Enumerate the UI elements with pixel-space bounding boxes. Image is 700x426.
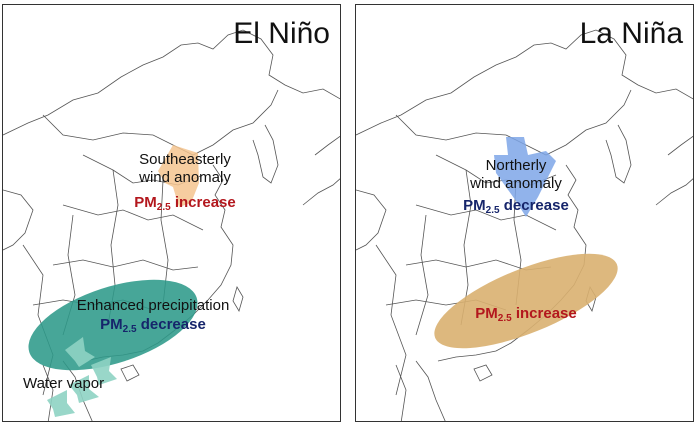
northerly-wind-arrow-icon [494,137,556,217]
pm-prefix: PM [134,194,157,211]
wind-label-line2: wind anomaly [470,175,562,192]
decrease-text: decrease [136,316,206,333]
pm-subscript: 2.5 [156,202,171,213]
pm-prefix: PM [100,316,123,333]
pm-subscript: 2.5 [122,324,137,335]
wind-label-line1: Northerly [485,157,547,174]
la-nina-title: La Niña [579,17,683,50]
wind-label-line1: Southeasterly [139,151,231,168]
pm-subscript: 2.5 [497,313,512,324]
el-nino-panel: El Niño Southeasterly wind anomaly PM2.5… [2,4,341,422]
la-nina-panel: La Niña Northerly wind anomaly PM2.5 dec… [355,4,694,422]
enhanced-precipitation-label: Enhanced precipitation [76,297,230,314]
decrease-text: decrease [499,197,569,214]
pm25-decrease-label: PM2.5 decrease [53,316,253,339]
northerly-wind-label: Northerly wind anomaly [446,157,586,193]
el-nino-title: El Niño [233,17,330,50]
water-vapor-label: Water vapor [23,375,105,392]
wind-label-line2: wind anomaly [139,169,231,186]
southeasterly-wind-label: Southeasterly wind anomaly [115,151,255,187]
pm-prefix: PM [475,305,498,322]
pm-subscript: 2.5 [485,205,500,216]
pm25-decrease-label: PM2.5 decrease [446,197,586,220]
increase-text: increase [511,305,577,322]
china-map-el-nino [3,29,340,421]
pm25-increase-label: PM2.5 increase [115,194,255,217]
increase-text: increase [170,194,236,211]
pm25-increase-label: PM2.5 increase [456,305,596,328]
china-map-la-nina [356,29,693,421]
pm25-increase-region [434,253,618,349]
water-vapor-arrow-icon [47,337,117,417]
pm-prefix: PM [463,197,486,214]
southeasterly-wind-arrow-icon [158,145,199,207]
